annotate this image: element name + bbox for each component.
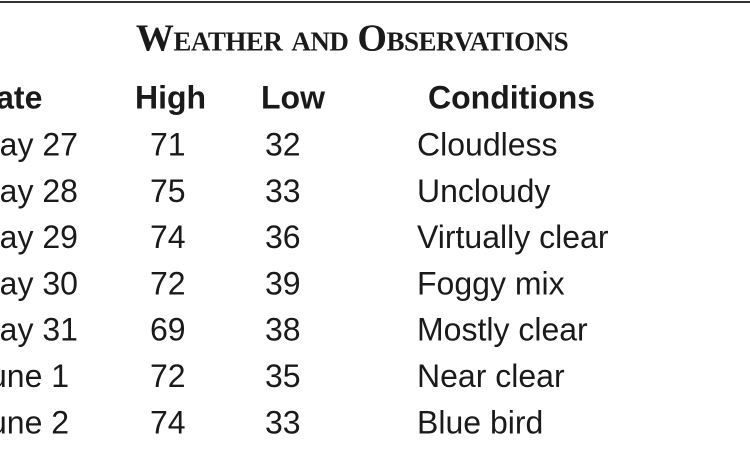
high-cell: 71 — [150, 126, 186, 162]
high-cell: 72 — [150, 358, 186, 394]
date-cell: May 28 — [0, 173, 78, 209]
high-cell: 69 — [150, 312, 186, 348]
column-header: High — [135, 79, 206, 115]
high-cell: 72 — [150, 265, 186, 301]
date-cell: May 29 — [0, 219, 78, 255]
low-cell: 38 — [265, 312, 301, 348]
high-cell: 75 — [150, 173, 186, 209]
conditions-cell: Virtually clear — [417, 219, 609, 255]
date-cell: June 1 — [0, 358, 69, 394]
low-cell: 39 — [265, 265, 301, 301]
column-header: Conditions — [428, 79, 595, 115]
conditions-cell: Blue bird — [417, 404, 543, 440]
conditions-cell: Mostly clear — [417, 312, 588, 348]
column-header: Low — [261, 79, 325, 115]
high-cell: 74 — [150, 219, 186, 255]
conditions-cell: Cloudless — [417, 126, 558, 162]
conditions-cell: Near clear — [417, 358, 565, 394]
date-cell: May 30 — [0, 265, 78, 301]
low-cell: 35 — [265, 358, 301, 394]
conditions-cell: Uncloudy — [417, 173, 550, 209]
column-header: Date — [0, 79, 42, 115]
low-cell: 32 — [265, 126, 301, 162]
high-cell: 74 — [150, 404, 186, 440]
date-cell: May 31 — [0, 312, 78, 348]
table-title: Weather and Observations — [136, 18, 568, 60]
conditions-cell: Foggy mix — [417, 265, 565, 301]
low-cell: 33 — [265, 404, 301, 440]
date-cell: May 27 — [0, 126, 78, 162]
low-cell: 36 — [265, 219, 301, 255]
date-cell: June 2 — [0, 404, 69, 440]
low-cell: 33 — [265, 173, 301, 209]
